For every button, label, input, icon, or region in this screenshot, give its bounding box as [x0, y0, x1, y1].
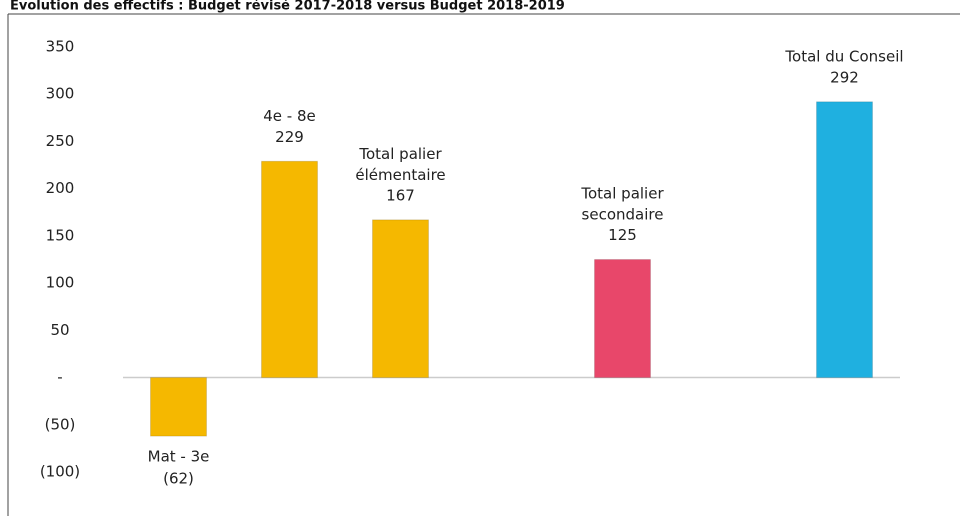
category-label: Total du Conseil [784, 47, 903, 65]
value-label: (62) [163, 470, 194, 488]
category-label: Mat - 3e [148, 448, 210, 466]
value-label: 167 [386, 186, 415, 204]
bar [261, 160, 318, 379]
y-tick-label: 200 [46, 179, 75, 197]
bar [372, 219, 429, 379]
y-tick-label: 100 [46, 274, 75, 292]
y-tick-label: 50 [50, 321, 69, 339]
value-label: 125 [608, 226, 637, 244]
y-tick-label: 150 [46, 226, 75, 244]
value-label: 229 [275, 128, 304, 146]
category-label: Total palier élémentaire [355, 144, 445, 183]
bar [594, 259, 651, 379]
category-label: Total palier secondaire [580, 184, 664, 223]
y-tick-label: 350 [46, 38, 75, 56]
category-label: 4e - 8e [263, 107, 316, 125]
bar [150, 377, 207, 437]
y-tick-label: - [57, 368, 62, 386]
y-tick-label: 250 [46, 132, 75, 150]
y-tick-label: 300 [46, 85, 75, 103]
bar [816, 101, 873, 379]
y-tick-label: (50) [45, 415, 76, 433]
value-label: 292 [830, 68, 859, 86]
chart-title: Évolution des effectifs : Budget révisé … [10, 0, 565, 14]
y-tick-label: (100) [40, 463, 80, 481]
